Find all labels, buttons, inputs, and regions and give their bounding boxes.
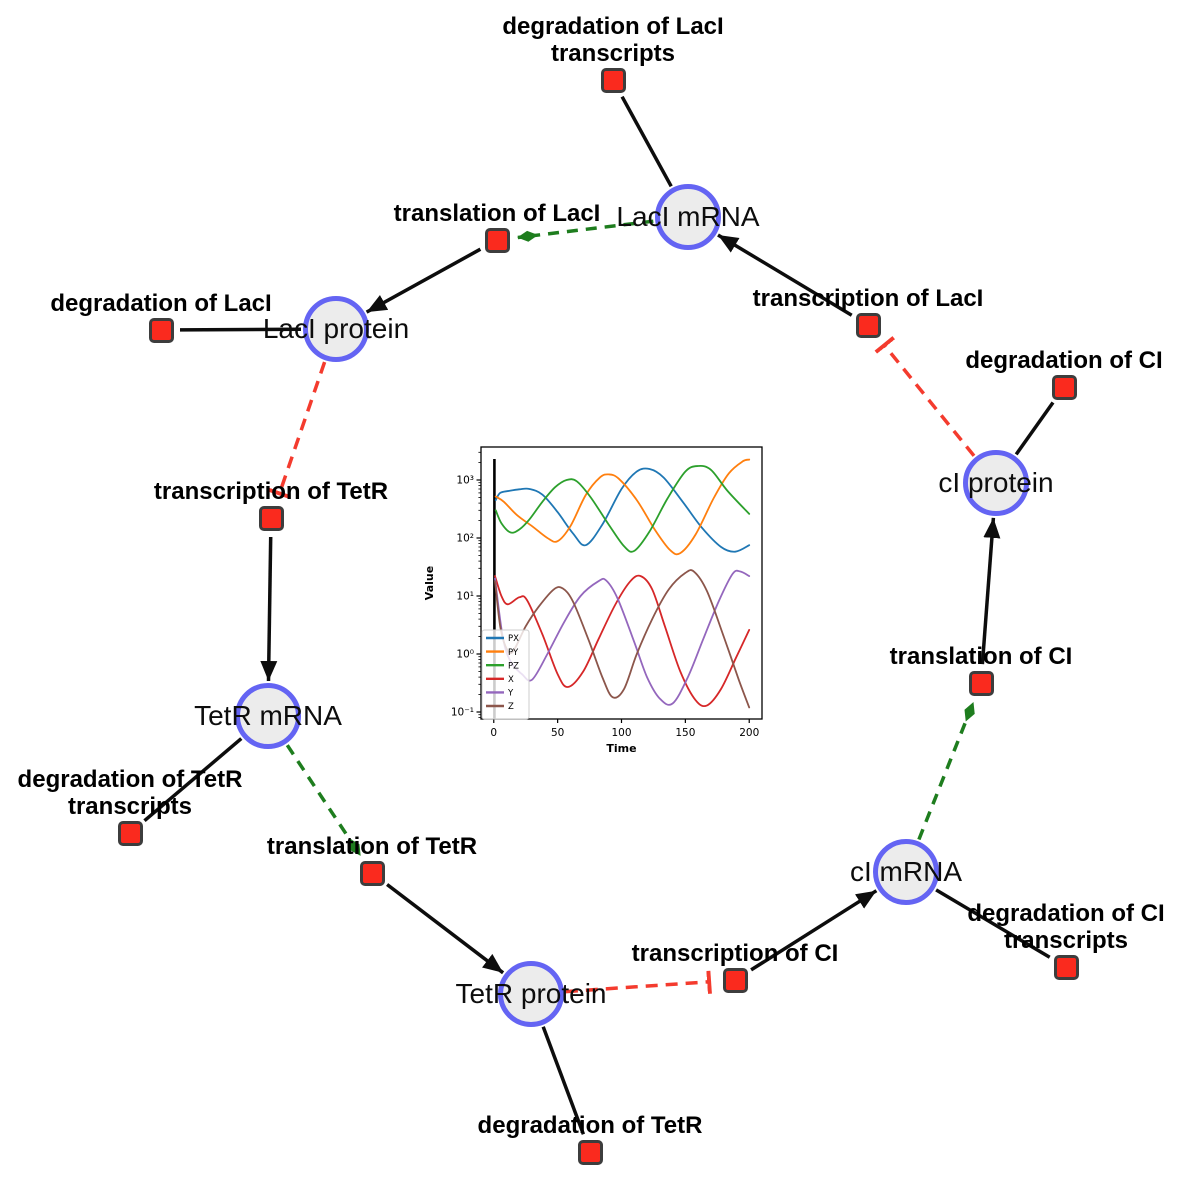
species-label-tetr-protein: TetR protein [455, 978, 607, 1009]
reaction-label-line: transcription of TetR [153, 478, 389, 505]
reaction-label-line: transcripts [1003, 927, 1129, 954]
reaction-label-line: degradation of LacI [50, 290, 272, 317]
edge-consumption-ci-mrna-to-deg-ci-transcripts [935, 888, 1051, 959]
species-node-tetr-mrna [235, 683, 301, 749]
species-node-ci-mrna [873, 839, 939, 905]
reaction-label-line: degradation of CI [967, 900, 1165, 927]
reaction-label-line: translation of LacI [393, 200, 601, 227]
edge-consumption-tetr-protein-to-deg-tetr [541, 1026, 586, 1135]
reaction-label-line: translation of TetR [266, 833, 478, 860]
series-line-PZ [494, 464, 751, 553]
legend-label-PY: PY [508, 648, 519, 658]
reaction-label-deg-tetr: degradation of TetR [478, 1112, 703, 1139]
species-label-ci-mrna: cI mRNA [850, 856, 962, 887]
reaction-node-translation-ci [968, 670, 994, 696]
reaction-node-transcription-tetr [258, 505, 284, 531]
series-line-X [494, 574, 751, 708]
series-line-PY [494, 458, 751, 556]
reaction-label-line: degradation of LacI [502, 13, 724, 40]
reaction-node-deg-laci-transcripts [600, 67, 626, 93]
x-tick-label: 0 [490, 727, 497, 739]
x-axis-label: Time [606, 742, 636, 755]
reaction-label-line: transcripts [67, 793, 193, 820]
reaction-label-deg-ci: degradation of CI [965, 347, 1162, 374]
x-tick-label: 50 [551, 727, 564, 739]
edge-production-transcription-laci-to-laci-mrna [717, 233, 853, 317]
edge-inhibition-laci-protein-to-transcription-tetr [267, 361, 327, 499]
legend-label-X: X [508, 675, 514, 685]
edge-modifier-tetr-mrna-to-translation-tetr [285, 744, 362, 857]
edge-consumption-tetr-mrna-to-deg-tetr-transcripts [143, 737, 243, 823]
reaction-label-line: degradation of CI [965, 347, 1163, 374]
edge-consumption-laci-mrna-to-deg-laci-transcripts [620, 95, 673, 188]
reaction-label-translation-laci: translation of LacI [394, 200, 601, 227]
reaction-node-deg-ci-transcripts [1053, 954, 1079, 980]
timecourse-plot: 0 50 100 150 200 10⁻¹ 10⁰ 10¹ 10² 10³ Time Value PX P… [420, 430, 795, 785]
reaction-node-transcription-ci [722, 967, 748, 993]
legend-label-Z: Z [508, 702, 514, 712]
reaction-label-deg-tetr-transcripts: degradation of TetR transcripts [18, 766, 243, 820]
edge-modifier-laci-mrna-to-translation-laci [517, 219, 654, 242]
edge-production-translation-ci-to-ci-protein [980, 517, 1001, 665]
species-label-laci-mrna: LacI mRNA [616, 201, 760, 232]
reaction-node-deg-tetr-transcripts [117, 820, 143, 846]
edge-inhibition-ci-protein-to-transcription-laci [874, 336, 976, 457]
y-tick-label: 10⁻¹ [451, 707, 474, 719]
legend-label-PZ: PZ [508, 661, 519, 671]
reaction-label-translation-ci: translation of CI [890, 643, 1073, 670]
reaction-label-deg-laci: degradation of LacI [50, 290, 271, 317]
y-axis-label: Value [423, 566, 436, 600]
reaction-label-deg-ci-transcripts: degradation of CI transcripts [967, 900, 1164, 954]
species-label-laci-protein: LacI protein [262, 313, 410, 344]
species-label-tetr-mrna: TetR mRNA [194, 700, 342, 731]
y-tick-label: 10¹ [456, 591, 474, 603]
reaction-label-line: translation of CI [889, 643, 1073, 670]
reaction-node-translation-tetr [359, 860, 385, 886]
edge-modifier-ci-mrna-to-translation-ci [917, 701, 975, 841]
reaction-label-transcription-ci: transcription of CI [632, 940, 839, 967]
legend-label-Y: Y [507, 689, 514, 699]
plot-legend: PX PY PZ XYZ [481, 629, 530, 720]
reaction-label-transcription-laci: transcription of LacI [753, 285, 984, 312]
y-tick-label: 10³ [456, 475, 474, 487]
reaction-node-transcription-laci [855, 312, 881, 338]
species-node-laci-mrna [655, 184, 721, 250]
edge-production-transcription-ci-to-ci-mrna [750, 889, 878, 972]
edge-production-translation-laci-to-laci-protein [365, 247, 482, 314]
species-label-ci-protein: cI protein [938, 467, 1054, 498]
reaction-label-translation-tetr: translation of TetR [267, 833, 477, 860]
edge-production-translation-tetr-to-tetr-protein [386, 883, 505, 975]
reaction-node-deg-ci [1051, 374, 1077, 400]
reaction-label-line: transcripts [550, 40, 676, 67]
edge-inhibition-tetr-protein-to-transcription-ci [565, 970, 712, 994]
species-node-ci-protein [963, 450, 1029, 516]
legend-label-PX: PX [508, 634, 519, 644]
edge-consumption-laci-protein-to-deg-laci [179, 327, 302, 332]
reaction-node-translation-laci [484, 227, 510, 253]
species-node-laci-protein [303, 296, 369, 362]
edge-production-transcription-tetr-to-tetr-mrna [260, 536, 278, 682]
reaction-node-deg-laci [148, 317, 174, 343]
x-tick-label: 100 [611, 727, 631, 739]
series-line-PX [494, 467, 751, 553]
reaction-node-deg-tetr [577, 1139, 603, 1165]
y-tick-label: 10² [456, 533, 474, 545]
reaction-label-line: degradation of TetR [17, 766, 243, 793]
reaction-label-line: degradation of TetR [477, 1112, 703, 1139]
reaction-label-line: transcription of LacI [752, 285, 984, 312]
species-node-tetr-protein [498, 961, 564, 1027]
x-tick-label: 150 [675, 727, 695, 739]
y-tick-label: 10⁰ [456, 649, 474, 661]
edge-consumption-ci-protein-to-deg-ci [1014, 401, 1055, 456]
x-tick-label: 200 [739, 727, 759, 739]
reaction-label-deg-laci-transcripts: degradation of LacI transcripts [502, 13, 723, 67]
plot-svg: 0 50 100 150 20010⁻¹10⁰10¹10²10³TimeValuePXP… [423, 446, 763, 755]
reaction-label-transcription-tetr: transcription of TetR [154, 478, 388, 505]
reaction-label-line: transcription of CI [631, 940, 839, 967]
